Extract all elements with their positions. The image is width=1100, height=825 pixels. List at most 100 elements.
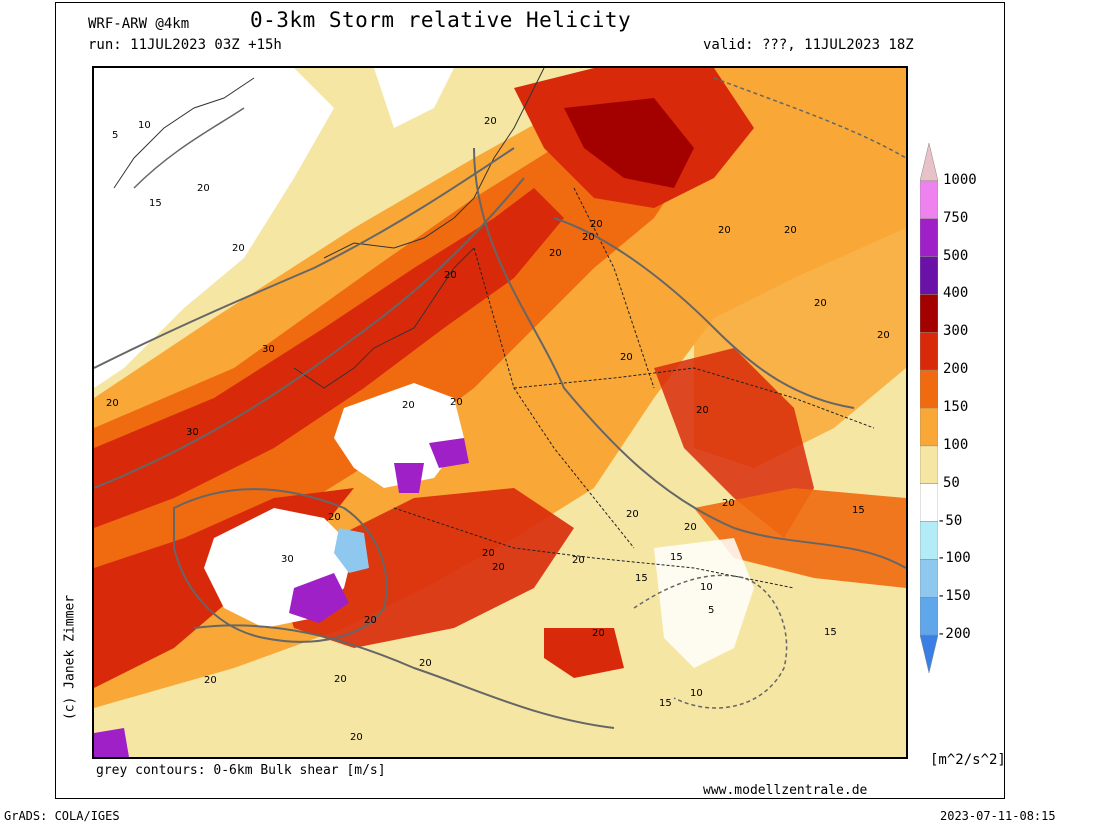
colorbar-segment bbox=[919, 445, 939, 484]
contour-label: 20 bbox=[328, 512, 341, 523]
colorbar-segment bbox=[919, 142, 939, 182]
shear-contour-c bbox=[133, 107, 245, 189]
contour-label: 10 bbox=[700, 582, 713, 593]
software-credit: GrADS: COLA/IGES bbox=[4, 809, 120, 823]
colorbar-segment bbox=[919, 218, 939, 257]
contour-label: 20 bbox=[482, 548, 495, 559]
shear-contour-h bbox=[633, 574, 788, 709]
colorbar-segment bbox=[919, 294, 939, 333]
contour-label: 10 bbox=[138, 120, 151, 131]
contour-label: 20 bbox=[402, 400, 415, 411]
storm-white-2 bbox=[334, 383, 464, 488]
red-band-east bbox=[654, 348, 814, 538]
shear-contour-d bbox=[473, 147, 906, 569]
contour-label: 5 bbox=[708, 605, 714, 616]
shear-contour-i bbox=[713, 77, 906, 159]
contour-label: 20 bbox=[684, 522, 697, 533]
shear-contour-a bbox=[94, 147, 515, 369]
colorbar-segment bbox=[919, 634, 939, 674]
model-label: WRF-ARW @4km bbox=[88, 16, 190, 32]
red-band-southeast bbox=[694, 488, 906, 588]
white-patch-southeast bbox=[654, 538, 754, 668]
border-3 bbox=[393, 507, 795, 589]
contour-label: 20 bbox=[582, 232, 595, 243]
contour-label: 20 bbox=[450, 397, 463, 408]
colorbar-segment bbox=[919, 180, 939, 219]
contour-label: 20 bbox=[626, 509, 639, 520]
colorbar-level-label: 100 bbox=[943, 436, 969, 453]
red-patch-adriatic bbox=[544, 628, 624, 678]
contour-label: 20 bbox=[620, 352, 633, 363]
colorbar-segment bbox=[919, 407, 939, 447]
contour-label: 20 bbox=[350, 732, 363, 743]
red-band-nw bbox=[94, 188, 564, 528]
colorbar-svg bbox=[919, 142, 939, 674]
contour-label: 20 bbox=[814, 298, 827, 309]
colorbar-level-label: 200 bbox=[943, 361, 969, 378]
contour-label: 20 bbox=[364, 615, 377, 626]
contour-label: 20 bbox=[204, 675, 217, 686]
white-area-north bbox=[374, 68, 454, 128]
colorbar-level-label: 1000 bbox=[943, 171, 977, 188]
border-4 bbox=[573, 187, 655, 389]
colorbar-segment bbox=[919, 521, 939, 560]
shear-contour-e bbox=[553, 217, 855, 409]
contour-label: 30 bbox=[262, 344, 275, 355]
contour-label: 20 bbox=[419, 658, 432, 669]
white-area-northwest bbox=[94, 68, 334, 388]
contour-label: 20 bbox=[877, 330, 890, 341]
border-1 bbox=[473, 247, 635, 549]
contour-label: 15 bbox=[852, 505, 865, 516]
contour-label: 20 bbox=[549, 248, 562, 259]
coastline-3 bbox=[113, 77, 255, 189]
colorbar-level-label: 150 bbox=[943, 399, 969, 415]
contour-label: 15 bbox=[659, 698, 672, 709]
colorbar-segment bbox=[919, 332, 939, 371]
map-field: 5 10 15 20 20 20 20 20 20 20 20 20 20 20… bbox=[94, 68, 906, 757]
storm-blue bbox=[334, 528, 369, 573]
colorbar-level-label: -200 bbox=[937, 626, 971, 643]
contour-label: 30 bbox=[281, 554, 294, 565]
storm-purple-1 bbox=[289, 573, 349, 623]
contour-label: 15 bbox=[635, 573, 648, 584]
helicity-map[interactable]: 5 10 15 20 20 20 20 20 20 20 20 20 20 20… bbox=[92, 66, 908, 759]
shear-contour-b bbox=[94, 177, 525, 489]
credit-vertical: (c) Janek Zimmer bbox=[60, 590, 80, 740]
red-band-south bbox=[274, 488, 574, 648]
colorbar-segment bbox=[919, 483, 939, 522]
contour-label: 20 bbox=[334, 674, 347, 685]
storm-purple-4 bbox=[94, 728, 129, 757]
contour-labels: 5 10 15 20 20 20 20 20 20 20 20 20 20 20… bbox=[106, 116, 890, 743]
contour-label: 20 bbox=[718, 225, 731, 236]
contour-label: 20 bbox=[444, 270, 457, 281]
units-label: [m^2/s^2] bbox=[930, 752, 1006, 768]
colorbar-segment bbox=[919, 559, 939, 598]
credit-text: (c) Janek Zimmer bbox=[62, 594, 78, 721]
colorbar-level-label: -150 bbox=[937, 588, 971, 605]
contour-label: 20 bbox=[484, 116, 497, 127]
contour-label: 20 bbox=[572, 555, 585, 566]
contour-label: 20 bbox=[592, 628, 605, 639]
contour-caption: grey contours: 0-6km Bulk shear [m/s] bbox=[96, 763, 386, 778]
contour-label: 20 bbox=[696, 405, 709, 416]
contour-label: 15 bbox=[824, 627, 837, 638]
website-link[interactable]: www.modellzentrale.de bbox=[703, 783, 868, 798]
contour-label: 20 bbox=[784, 225, 797, 236]
timestamp: 2023-07-11-08:15 bbox=[940, 809, 1056, 823]
colorbar-level-label: 500 bbox=[943, 247, 969, 264]
valid-label: valid: ???, 11JUL2023 18Z bbox=[703, 37, 914, 53]
contour-label: 20 bbox=[197, 183, 210, 194]
colorbar-segment bbox=[919, 597, 939, 636]
colorbar-level-label: 300 bbox=[943, 323, 969, 340]
contour-label: 20 bbox=[232, 243, 245, 254]
shear-contour-f bbox=[193, 624, 615, 729]
colorbar bbox=[919, 142, 939, 674]
colorbar-segment bbox=[919, 369, 939, 409]
coastline-1 bbox=[323, 68, 545, 259]
plot-frame bbox=[55, 2, 1005, 799]
colorbar-level-label: -100 bbox=[937, 550, 971, 567]
contour-label: 30 bbox=[186, 427, 199, 438]
contour-label: 15 bbox=[670, 552, 683, 563]
contour-label: 20 bbox=[722, 498, 735, 509]
colorbar-level-label: -50 bbox=[937, 512, 963, 529]
